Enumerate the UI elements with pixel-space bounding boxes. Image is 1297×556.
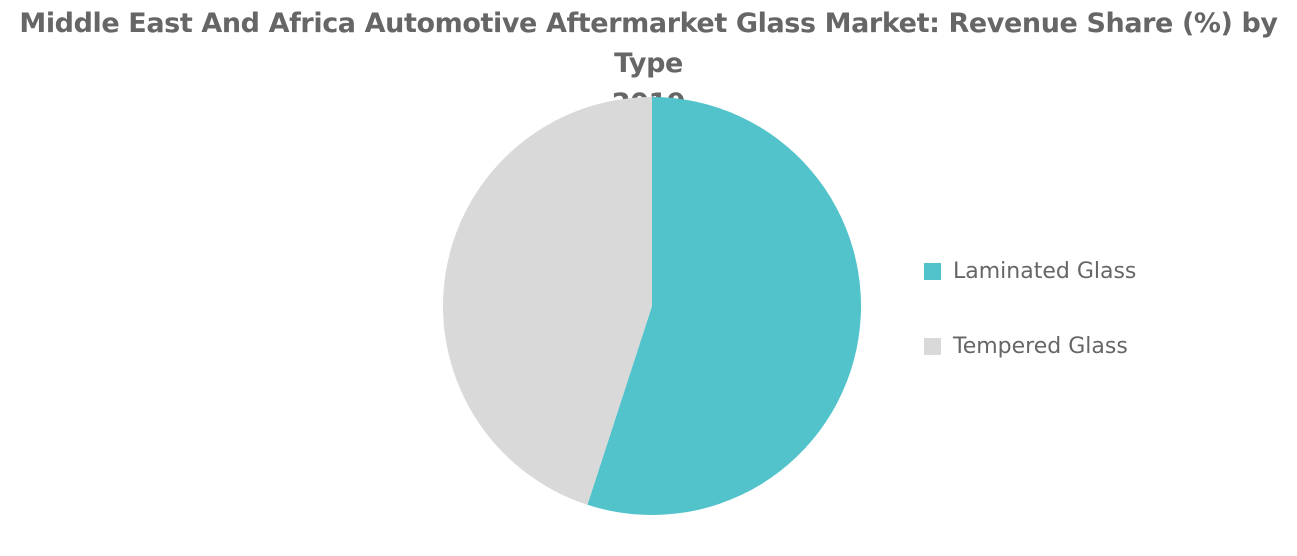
pie-slices (443, 97, 862, 515)
chart-legend: Laminated Glass Tempered Glass (924, 252, 1136, 402)
pie-slice-laminated-glass (587, 97, 862, 515)
legend-label: Tempered Glass (953, 333, 1128, 359)
chart-title: Middle East And Africa Automotive Afterm… (19, 8, 1278, 79)
legend-item: Laminated Glass (924, 252, 1136, 290)
chart-title-block: Middle East And Africa Automotive Afterm… (0, 4, 1297, 124)
pie-slice-tempered-glass (443, 97, 652, 505)
legend-swatch (924, 337, 941, 355)
legend-item: Tempered Glass (924, 327, 1136, 365)
legend-label: Laminated Glass (953, 258, 1137, 284)
legend-swatch (924, 262, 941, 280)
